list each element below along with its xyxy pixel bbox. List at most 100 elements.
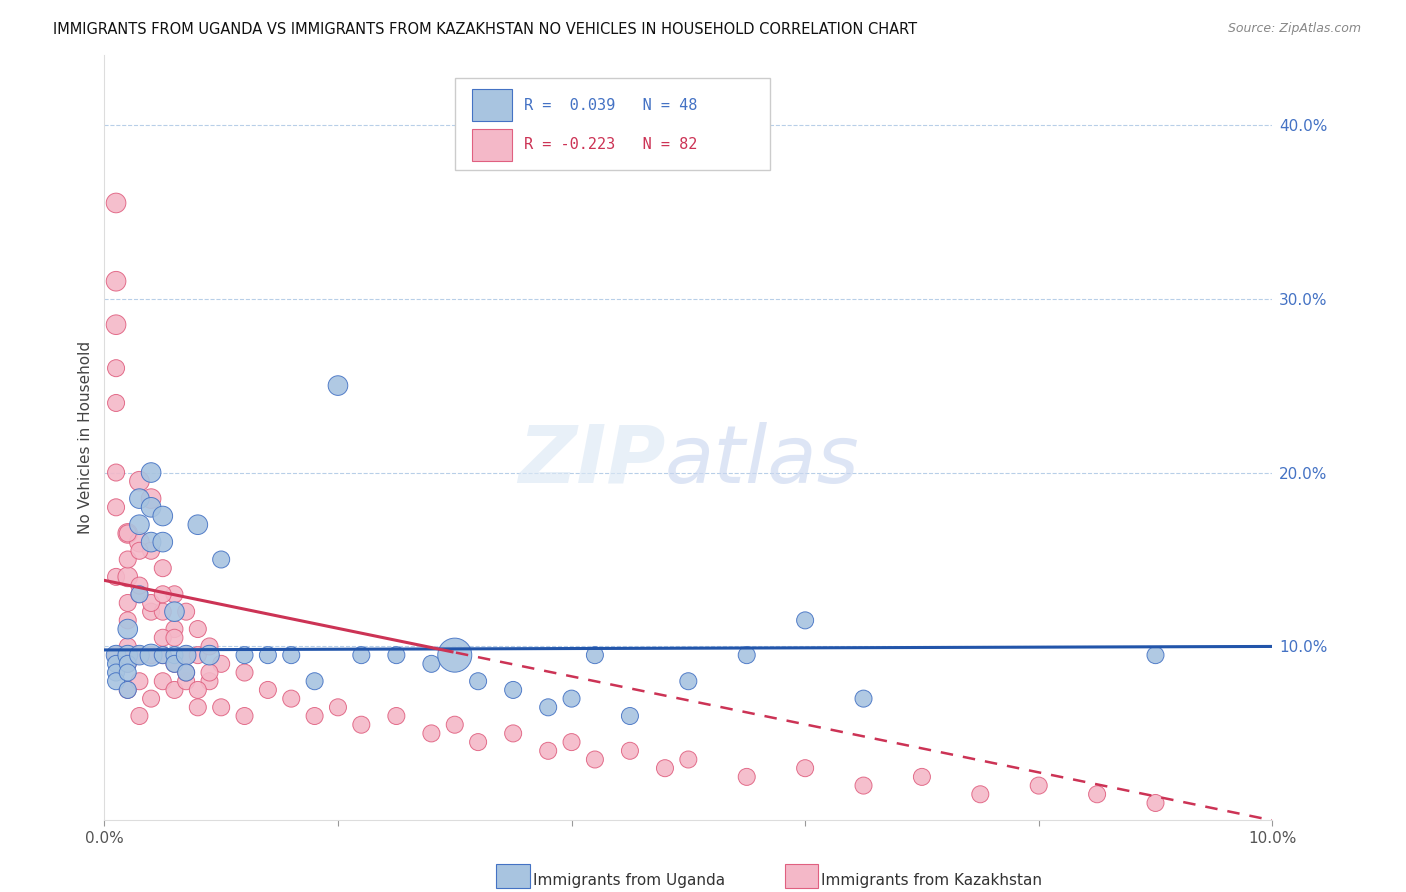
Point xyxy=(1085,787,1108,801)
Point xyxy=(794,761,817,775)
Point xyxy=(209,657,232,671)
Point xyxy=(163,682,186,697)
Point xyxy=(1028,779,1050,793)
Point xyxy=(139,691,162,706)
Point xyxy=(152,648,174,662)
Point xyxy=(537,744,560,758)
Text: Immigrants from Kazakhstan: Immigrants from Kazakhstan xyxy=(821,873,1042,888)
Point xyxy=(117,682,139,697)
Point xyxy=(502,726,524,740)
Point xyxy=(117,657,139,671)
FancyBboxPatch shape xyxy=(472,128,512,161)
Point xyxy=(794,613,817,627)
Point xyxy=(911,770,934,784)
Point xyxy=(209,700,232,714)
Text: Source: ZipAtlas.com: Source: ZipAtlas.com xyxy=(1227,22,1361,36)
Point xyxy=(139,596,162,610)
Point xyxy=(420,657,443,671)
Point xyxy=(105,500,128,515)
Point xyxy=(105,665,128,680)
Point xyxy=(117,526,139,541)
Point xyxy=(105,274,128,288)
Point xyxy=(174,648,197,662)
Point xyxy=(735,770,758,784)
Point xyxy=(128,474,150,488)
Point xyxy=(174,674,197,689)
Point xyxy=(467,674,489,689)
Point xyxy=(654,761,676,775)
Point xyxy=(326,700,349,714)
Point xyxy=(163,622,186,636)
Point xyxy=(139,535,162,549)
FancyBboxPatch shape xyxy=(472,89,512,121)
Point xyxy=(117,665,139,680)
Point xyxy=(128,674,150,689)
Point xyxy=(128,491,150,506)
Point xyxy=(583,752,606,766)
Point xyxy=(443,717,465,731)
Point xyxy=(174,665,197,680)
Point xyxy=(163,648,186,662)
Point xyxy=(198,665,221,680)
Point xyxy=(537,700,560,714)
Point xyxy=(174,648,197,662)
Point xyxy=(619,709,641,723)
Point xyxy=(678,674,700,689)
Point xyxy=(139,491,162,506)
Point xyxy=(117,570,139,584)
Point xyxy=(105,361,128,376)
Point xyxy=(128,535,150,549)
Point xyxy=(735,648,758,662)
Point xyxy=(852,779,875,793)
Point xyxy=(257,648,280,662)
Point xyxy=(128,709,150,723)
Point xyxy=(117,613,139,627)
Y-axis label: No Vehicles in Household: No Vehicles in Household xyxy=(79,341,93,534)
Point xyxy=(105,318,128,332)
Point xyxy=(117,596,139,610)
Point xyxy=(443,648,465,662)
Point xyxy=(561,735,583,749)
Text: R =  0.039   N = 48: R = 0.039 N = 48 xyxy=(523,98,697,112)
Point xyxy=(187,622,209,636)
Text: atlas: atlas xyxy=(665,422,859,500)
Point xyxy=(105,657,128,671)
Point xyxy=(350,648,373,662)
Point xyxy=(117,622,139,636)
Point xyxy=(105,674,128,689)
Point xyxy=(198,674,221,689)
Point xyxy=(152,561,174,575)
Point xyxy=(163,657,186,671)
Point xyxy=(117,526,139,541)
Point xyxy=(561,691,583,706)
Point xyxy=(350,717,373,731)
Point xyxy=(257,682,280,697)
Point xyxy=(420,726,443,740)
Point xyxy=(117,640,139,654)
Point xyxy=(128,587,150,601)
Point xyxy=(139,605,162,619)
Point xyxy=(198,648,221,662)
Point xyxy=(139,648,162,662)
Text: ZIP: ZIP xyxy=(517,422,665,500)
Text: IMMIGRANTS FROM UGANDA VS IMMIGRANTS FROM KAZAKHSTAN NO VEHICLES IN HOUSEHOLD CO: IMMIGRANTS FROM UGANDA VS IMMIGRANTS FRO… xyxy=(53,22,918,37)
Point xyxy=(969,787,991,801)
Point xyxy=(385,648,408,662)
Point xyxy=(152,605,174,619)
Point xyxy=(304,709,326,723)
Point xyxy=(152,535,174,549)
Point xyxy=(139,466,162,480)
Point xyxy=(128,648,150,662)
Point xyxy=(187,517,209,532)
Point xyxy=(174,665,197,680)
Text: Immigrants from Uganda: Immigrants from Uganda xyxy=(533,873,725,888)
Point xyxy=(187,700,209,714)
Point xyxy=(139,543,162,558)
Point xyxy=(105,570,128,584)
Point xyxy=(233,709,256,723)
Point xyxy=(152,631,174,645)
Point xyxy=(117,657,139,671)
Point xyxy=(174,605,197,619)
Point xyxy=(139,648,162,662)
Point xyxy=(198,640,221,654)
